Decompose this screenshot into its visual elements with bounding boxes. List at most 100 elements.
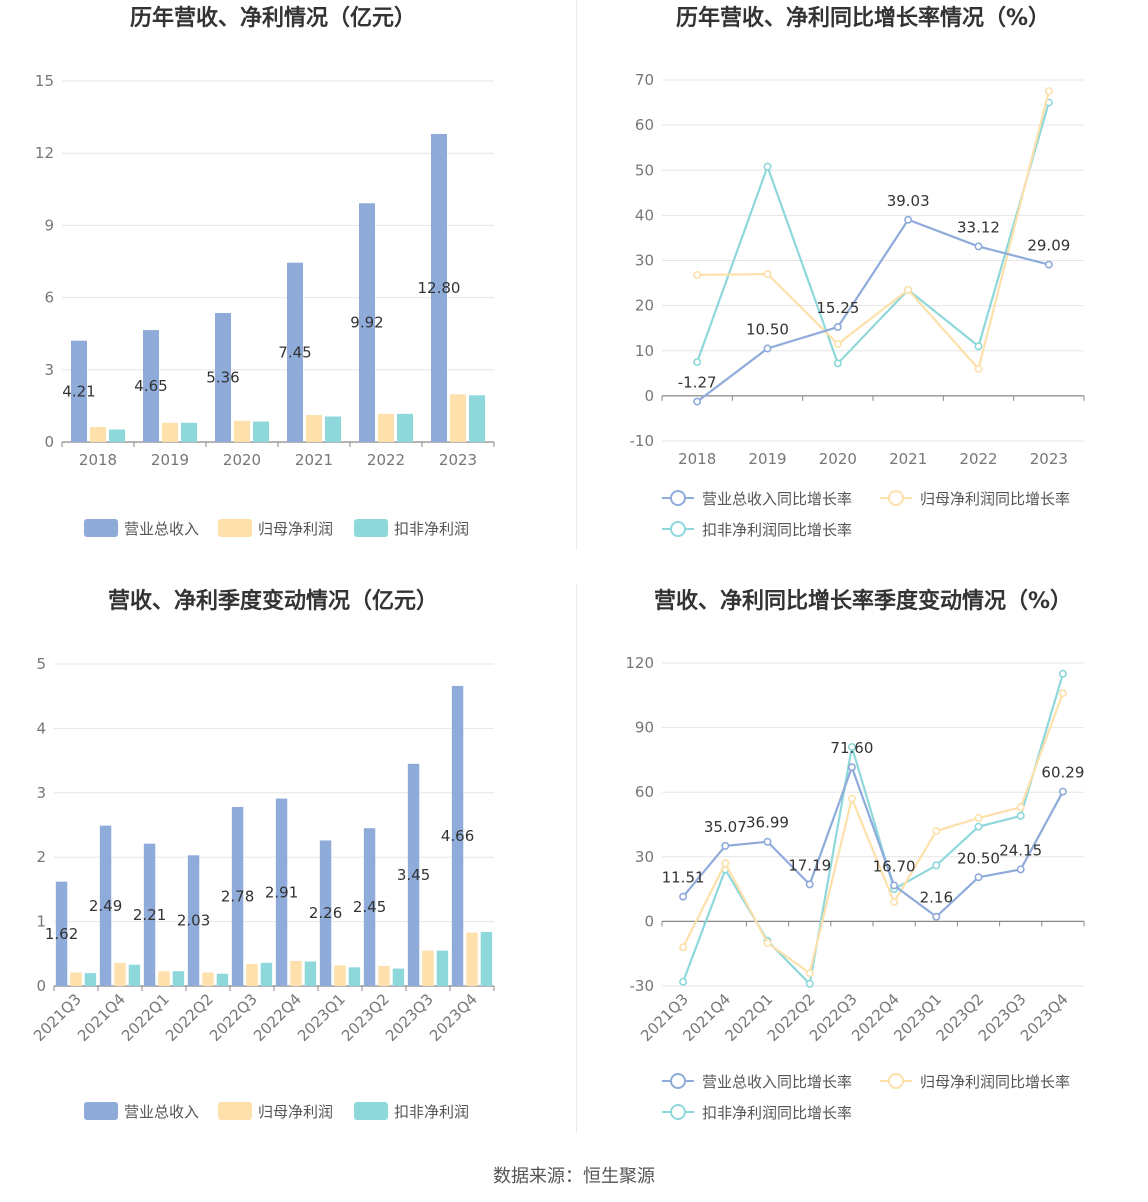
parent-profit-legend-label: 归母净利润同比增长率 — [920, 490, 1070, 508]
parent-profit-point — [693, 270, 702, 279]
revenue-bar — [431, 133, 447, 443]
revenue-legend-label: 营业总收入同比增长率 — [702, 1073, 852, 1091]
revenue-point — [847, 763, 856, 772]
nonrec-profit-legend-swatch — [354, 1102, 388, 1120]
parent-profit-point — [1016, 803, 1025, 812]
revenue-bar — [215, 313, 231, 442]
chart-svg: 历年营收、净利情况（亿元） 0 3 6 9 12 15 2018 2019 2020 2021 202… — [35, 5, 495, 538]
revenue-data-label: 2.49 — [89, 897, 122, 915]
parent-profit-bar — [466, 932, 478, 986]
nonrec-profit-bar — [181, 422, 197, 442]
parent-profit-point — [1044, 87, 1053, 96]
y-tick-label: 40 — [635, 206, 654, 224]
x-tick-label: 2023Q2 — [338, 990, 393, 1045]
revenue-data-label: 4.66 — [441, 827, 474, 845]
legend-marker — [888, 1073, 904, 1089]
parent-profit-bar — [158, 971, 170, 986]
quarterly-amount-chart: 营收、净利季度变动情况（亿元） 0 1 2 3 4 5 2021Q3 2021Q4 2022Q1 2… — [0, 583, 574, 1163]
y-tick-label: 10 — [635, 342, 654, 360]
parent-profit-point — [805, 969, 814, 978]
revenue-point — [932, 912, 941, 921]
parent-profit-legend-label: 归母净利润 — [258, 520, 333, 538]
y-tick-label: 70 — [635, 71, 654, 89]
y-tick-label: 2 — [36, 848, 46, 866]
chart-title: 历年营收、净利情况（亿元） — [130, 5, 416, 31]
nonrec-profit-bar — [216, 973, 229, 986]
revenue-growth-data-label: 36.99 — [746, 814, 789, 832]
x-tick-label: 2019 — [748, 450, 786, 468]
y-tick-label: 20 — [635, 297, 654, 315]
y-tick-label: 5 — [36, 655, 46, 673]
legend-marker — [670, 521, 686, 537]
revenue-point — [904, 215, 913, 224]
nonrec-profit-growth-line — [696, 102, 1050, 366]
parent-profit-bar — [422, 950, 434, 986]
nonrec-profit-point — [932, 861, 941, 870]
revenue-legend-swatch — [84, 519, 118, 537]
parent-profit-bar — [234, 420, 250, 442]
revenue-growth-data-label: 35.07 — [704, 818, 747, 836]
nonrec-profit-legend-item: 扣非净利润同比增长率 — [662, 521, 852, 539]
revenue-growth-data-label: 11.51 — [662, 869, 705, 887]
revenue-growth-data-label: 60.29 — [1041, 764, 1084, 782]
revenue-point — [1058, 787, 1067, 796]
revenue-bar — [363, 828, 376, 986]
y-tick-label: 9 — [44, 216, 54, 234]
y-tick-label: 30 — [635, 252, 654, 270]
nonrec-profit-bar — [480, 931, 493, 986]
nonrec-profit-bar — [304, 961, 317, 986]
nonrec-profit-legend-label: 扣非净利润 — [394, 520, 469, 538]
revenue-data-label: 5.36 — [206, 369, 239, 387]
nonrec-profit-point — [974, 822, 983, 831]
x-tick-label: 2023Q3 — [382, 990, 437, 1045]
y-tick-label: -10 — [630, 432, 655, 450]
revenue-bar — [143, 330, 159, 442]
nonrec-profit-legend-item: 扣非净利润同比增长率 — [662, 1104, 852, 1122]
parent-profit-point — [974, 814, 983, 823]
nonrec-profit-point — [1016, 811, 1025, 820]
divider-top — [576, 0, 577, 550]
parent-profit-legend-swatch — [218, 519, 252, 537]
revenue-growth-line — [696, 218, 1050, 403]
revenue-data-label: 2.03 — [177, 912, 210, 930]
x-tick-label: 2018 — [678, 450, 716, 468]
nonrec-profit-point — [763, 162, 772, 171]
revenue-legend-label: 营业总收入 — [124, 1103, 199, 1121]
revenue-bar — [275, 798, 288, 986]
x-tick-label: 2022 — [959, 450, 997, 468]
revenue-growth-line — [682, 763, 1064, 919]
revenue-bar — [71, 340, 87, 442]
chart-svg: 营收、净利季度变动情况（亿元）0123452021Q32021Q42022Q12… — [30, 588, 495, 1121]
x-tick-label: 2020 — [223, 451, 261, 469]
legend-marker — [670, 1104, 686, 1120]
legend-marker — [670, 1073, 686, 1089]
revenue-point — [693, 397, 702, 406]
revenue-bar — [319, 840, 332, 986]
parent-profit-bar — [90, 427, 106, 442]
revenue-growth-data-label: -1.27 — [678, 374, 717, 392]
nonrec-profit-legend-label: 扣非净利润同比增长率 — [702, 1104, 852, 1122]
parent-profit-growth-line — [697, 91, 1050, 372]
nonrec-profit-legend-label: 扣非净利润同比增长率 — [702, 521, 852, 539]
annual-amount-chart: 历年营收、净利情况（亿元） 0 3 6 9 12 15 2018 2019 2020 2021 202… — [0, 0, 574, 580]
revenue-growth-data-label: 71.60 — [830, 739, 873, 757]
y-tick-label: 90 — [635, 719, 654, 737]
revenue-legend-item: 营业总收入同比增长率 — [662, 1073, 852, 1091]
revenue-legend-label: 营业总收入 — [124, 520, 199, 538]
revenue-bar — [143, 843, 156, 986]
x-tick-label: 2023Q1 — [294, 990, 349, 1045]
quarterly-growth-chart: 营收、净利同比增长率季度变动情况（%） -30 0 30 60 90 120 2021Q3 20… — [574, 583, 1148, 1163]
revenue-bar — [359, 203, 375, 442]
nonrec-profit-bar — [348, 967, 361, 986]
revenue-data-label: 1.62 — [45, 925, 78, 943]
x-tick-label: 2022Q3 — [206, 990, 261, 1045]
parent-profit-bar — [114, 962, 126, 986]
parent-profit-point — [974, 364, 983, 373]
revenue-growth-data-label: 20.50 — [957, 849, 1000, 867]
x-tick-label: 2021 — [295, 451, 333, 469]
nonrec-profit-bar — [436, 950, 449, 986]
revenue-point — [805, 880, 814, 889]
revenue-growth-data-label: 17.19 — [788, 856, 831, 874]
revenue-data-label: 3.45 — [397, 866, 430, 884]
y-tick-label: 6 — [44, 289, 54, 307]
